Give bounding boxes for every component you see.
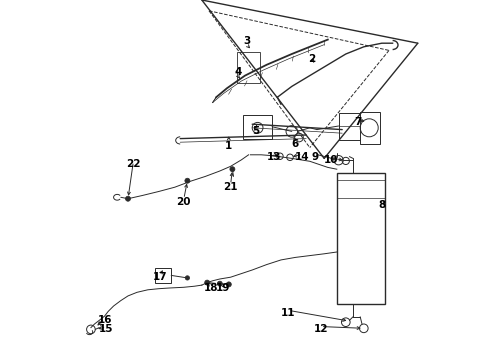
Bar: [360, 112, 380, 144]
Text: 3: 3: [243, 36, 250, 46]
Bar: [155, 268, 171, 283]
Text: 14: 14: [295, 152, 310, 162]
Text: 21: 21: [223, 182, 238, 192]
Bar: [337, 173, 386, 304]
Text: 18: 18: [203, 283, 218, 293]
Text: 4: 4: [234, 67, 242, 77]
Text: 13: 13: [267, 152, 281, 162]
Text: 22: 22: [126, 159, 141, 169]
Text: 6: 6: [292, 139, 299, 149]
Text: 20: 20: [176, 197, 191, 207]
Text: 17: 17: [153, 272, 168, 282]
Circle shape: [185, 178, 190, 183]
Text: 15: 15: [99, 324, 114, 334]
Circle shape: [226, 282, 231, 287]
Circle shape: [230, 167, 235, 172]
Text: 12: 12: [313, 324, 328, 334]
Text: 16: 16: [98, 315, 112, 325]
Text: 7: 7: [355, 117, 362, 127]
Text: 1: 1: [225, 141, 232, 151]
Bar: [243, 115, 272, 139]
Text: 11: 11: [281, 308, 295, 318]
Text: 2: 2: [308, 54, 315, 64]
Circle shape: [185, 276, 190, 280]
Text: 8: 8: [378, 200, 386, 210]
Bar: [237, 52, 261, 83]
Text: 19: 19: [216, 283, 231, 293]
Text: 10: 10: [324, 155, 339, 165]
Circle shape: [217, 281, 222, 286]
Circle shape: [125, 196, 130, 201]
Text: 5: 5: [252, 126, 259, 136]
Circle shape: [205, 280, 210, 285]
Text: 9: 9: [312, 152, 319, 162]
Bar: [339, 113, 362, 140]
